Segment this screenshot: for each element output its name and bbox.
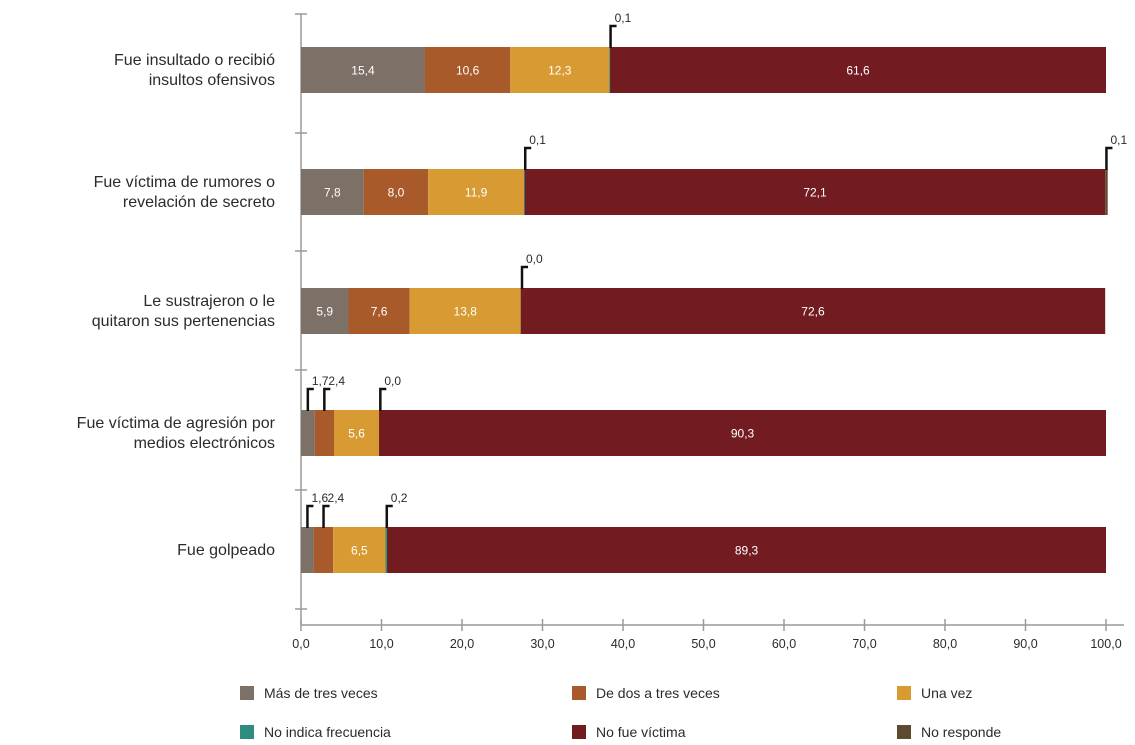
- value-callout: [385, 504, 393, 528]
- bar-value-label: 89,3: [735, 544, 759, 558]
- value-callout: [323, 387, 331, 411]
- bar-segment-m-s-de-tres-veces: [301, 169, 364, 215]
- bar-value-label: 6,5: [351, 544, 368, 558]
- small-value-label: 1,6: [311, 491, 328, 505]
- category-label: Fue insultado o recibió insultos ofensivo…: [114, 52, 275, 89]
- x-tick-label: 30,0: [530, 637, 554, 651]
- x-tick-label: 80,0: [933, 637, 957, 651]
- legend-item: Una vez: [897, 685, 972, 701]
- bar-segment-de-dos-a-tres-veces: [363, 169, 429, 215]
- legend-item: No indica frecuencia: [240, 724, 391, 740]
- value-callout: [520, 265, 529, 289]
- legend-label: No indica frecuencia: [264, 724, 391, 740]
- legend-item: De dos a tres veces: [572, 685, 720, 701]
- labels-layer: Fue insultado o recibió insultos ofensivo…: [77, 11, 1128, 559]
- small-value-label: 0,0: [526, 252, 543, 266]
- small-value-label: 2,4: [328, 491, 345, 505]
- legend-swatch: [897, 686, 911, 700]
- x-tick-label: 60,0: [772, 637, 796, 651]
- bar-segment-de-dos-a-tres-veces: [313, 527, 334, 573]
- bar-value-label: 72,1: [803, 186, 827, 200]
- bar-segment-una-vez: [409, 288, 521, 334]
- bar-value-label: 7,8: [324, 186, 341, 200]
- bar-segment-no-fue-v-ctima: [610, 47, 1106, 93]
- bar-value-label: 72,6: [801, 305, 825, 319]
- bar-value-label: 13,8: [454, 305, 478, 319]
- legend-swatch: [240, 725, 254, 739]
- x-tick-label: 40,0: [611, 637, 635, 651]
- legend-label: No responde: [921, 724, 1001, 740]
- bar-value-label: 15,4: [351, 64, 375, 78]
- x-tick-label: 50,0: [691, 637, 715, 651]
- bar-segment-de-dos-a-tres-veces: [348, 288, 410, 334]
- value-callout: [523, 146, 532, 170]
- legend-label: Más de tres veces: [264, 685, 378, 701]
- x-tick-label: 90,0: [1013, 637, 1037, 651]
- bar-segment-no-fue-v-ctima: [520, 288, 1106, 334]
- bar-segment-una-vez: [510, 47, 610, 93]
- legend-swatch: [572, 686, 586, 700]
- bar-segment-una-vez: [333, 527, 386, 573]
- bar-value-label: 5,6: [348, 427, 365, 441]
- legend-swatch: [897, 725, 911, 739]
- bar-segment-m-s-de-tres-veces: [301, 47, 425, 93]
- legend-label: Una vez: [921, 685, 972, 701]
- legend-label: De dos a tres veces: [596, 685, 720, 701]
- legend-item: Más de tres veces: [240, 685, 378, 701]
- bar-segment-no-fue-v-ctima: [524, 169, 1106, 215]
- bar-value-label: 5,9: [316, 305, 333, 319]
- bar-segment-m-s-de-tres-veces: [301, 410, 315, 456]
- bar-segment-no-responde: [1105, 169, 1108, 215]
- bar-value-label: 7,6: [371, 305, 388, 319]
- bar-segment-una-vez: [428, 169, 524, 215]
- bar-segment-de-dos-a-tres-veces: [424, 47, 511, 93]
- bar-segment-una-vez: [334, 410, 380, 456]
- small-value-label: 1,7: [312, 374, 329, 388]
- value-callout: [322, 504, 330, 528]
- bar-value-label: 61,6: [846, 64, 870, 78]
- bar-segment-no-indica-frecuencia: [385, 527, 389, 573]
- category-label: Fue víctima de agresión por medios electr…: [77, 415, 276, 452]
- bar-value-label: 12,3: [548, 64, 572, 78]
- legend-label: No fue víctima: [596, 724, 686, 740]
- x-tick-label: 10,0: [369, 637, 393, 651]
- small-value-label: 0,1: [615, 11, 632, 25]
- category-label: Le sustrajeron o le quitaron sus pertenen…: [92, 293, 275, 330]
- small-value-label: 0,1: [1110, 133, 1127, 147]
- small-value-label: 0,2: [391, 491, 408, 505]
- value-callout: [306, 387, 314, 411]
- bars-layer: [301, 47, 1108, 573]
- bar-value-label: 8,0: [388, 186, 405, 200]
- bar-value-label: 10,6: [456, 64, 480, 78]
- legend: Más de tres veces De dos a tres veces Una …: [240, 685, 1001, 740]
- legend-swatch: [240, 686, 254, 700]
- value-callout: [1105, 146, 1113, 170]
- bar-segment-m-s-de-tres-veces: [301, 527, 314, 573]
- x-tick-label: 20,0: [450, 637, 474, 651]
- small-value-label: 0,1: [529, 133, 546, 147]
- value-callout: [306, 504, 314, 528]
- x-tick-label: 100,0: [1090, 637, 1121, 651]
- category-label: Fue víctima de rumores o revelación de se…: [94, 174, 276, 211]
- bar-segment-de-dos-a-tres-veces: [314, 410, 335, 456]
- legend-item: No fue víctima: [572, 724, 686, 740]
- category-label: Fue golpeado: [177, 542, 275, 559]
- axis-layer: 0,0 10,0 20,0 30,0 40,0 50,0 60,0 70,0 80,0 90,0 1…: [292, 13, 1124, 651]
- value-callout: [379, 387, 387, 411]
- bar-value-label: 11,9: [465, 186, 488, 200]
- small-value-label: 0,0: [384, 374, 401, 388]
- legend-item: No responde: [897, 724, 1001, 740]
- x-tick-label: 70,0: [852, 637, 876, 651]
- value-callout: [609, 24, 617, 48]
- small-value-label: 2,4: [328, 374, 345, 388]
- bar-segment-no-fue-v-ctima: [387, 527, 1106, 573]
- x-tick-label: 0,0: [292, 637, 309, 651]
- bar-value-label: 90,3: [731, 427, 755, 441]
- bar-segment-no-fue-v-ctima: [379, 410, 1107, 456]
- legend-swatch: [572, 725, 586, 739]
- bar-segment-m-s-de-tres-veces: [301, 288, 349, 334]
